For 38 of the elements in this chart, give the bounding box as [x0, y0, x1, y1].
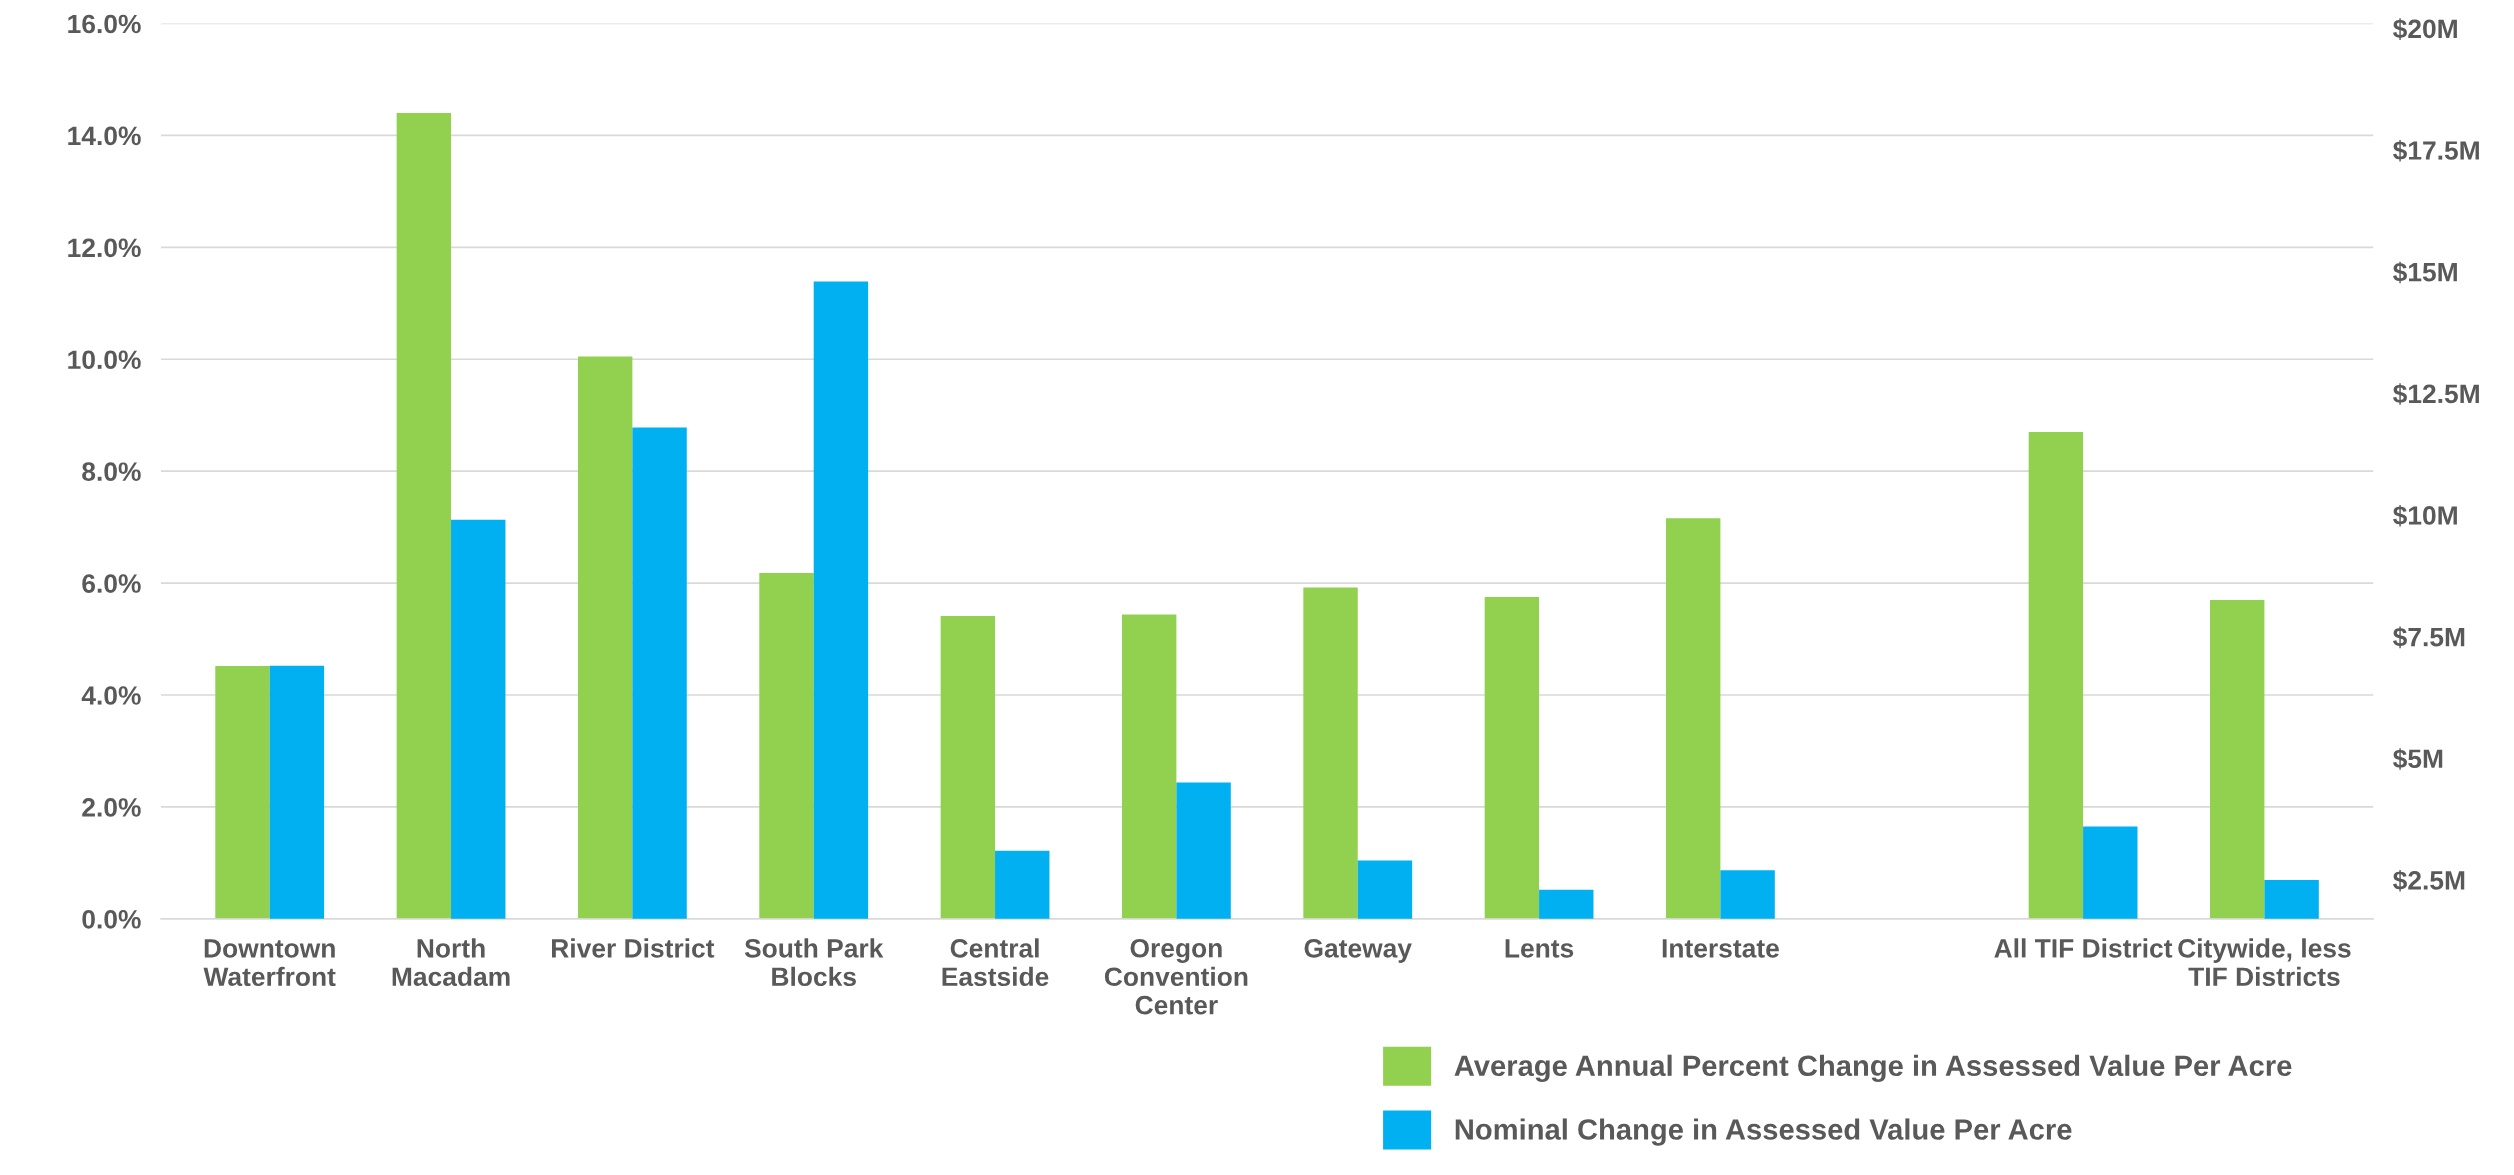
y2-tick-label: $10M — [2393, 504, 2457, 527]
y2-tick-label: $5M — [2393, 748, 2443, 770]
y2-tick-label: $2.5M — [2393, 869, 2465, 892]
bar — [2028, 432, 2084, 919]
y-tick-label: 6.0% — [82, 574, 141, 593]
x-tick-label: River District — [552, 938, 715, 958]
x-tick-label: Central Eastside — [942, 938, 1049, 987]
y-tick-label: 10.0% — [68, 350, 141, 370]
x-tick-label: Interstate — [1662, 939, 1779, 958]
bar — [396, 113, 452, 919]
y-tick-label: 16.0% — [68, 14, 141, 34]
x-tick-label: Gateway — [1304, 938, 1412, 963]
y2-tick-label: $15M — [2393, 261, 2457, 284]
bar — [1303, 587, 1358, 919]
x-tick-label: All TIF District — [1994, 938, 2173, 958]
y-tick-label: 0.0% — [82, 909, 141, 929]
x-tick-label: North Macadam — [392, 938, 510, 987]
bar — [940, 616, 996, 919]
x-tick-label: Downtown Waterfront — [203, 939, 336, 987]
y2-tick-label: $20M — [2393, 18, 2457, 40]
y-tick-label: 2.0% — [82, 798, 141, 817]
legend-label: Average Annual Percent Change in Assessed Value Per Acre — [1454, 1054, 2292, 1083]
x-tick-label: Oregon Convention Center — [1104, 938, 1248, 1015]
y-tick-label: 12.0% — [68, 238, 141, 258]
legend-label: Nominal Change in Assessed Value Per Acre — [1455, 1118, 2072, 1146]
y-tick-label: 14.0% — [68, 126, 141, 146]
y2-tick-label: $12.5M — [2393, 383, 2479, 405]
y-tick-label: 4.0% — [81, 686, 141, 705]
y2-tick-label: $17.5M — [2393, 139, 2479, 162]
x-tick-label: Lents — [1505, 939, 1574, 958]
bar — [1484, 597, 1540, 919]
y2-tick-label: $7.5M — [2393, 626, 2465, 649]
y-tick-label: 8.0% — [82, 462, 141, 481]
bar — [1666, 518, 1721, 919]
bar — [1121, 614, 1177, 919]
x-tick-label: Citywide, less TIF Districts — [2178, 938, 2351, 987]
x-tick-label: South Park Blocks — [744, 938, 884, 987]
bar — [2210, 599, 2265, 919]
